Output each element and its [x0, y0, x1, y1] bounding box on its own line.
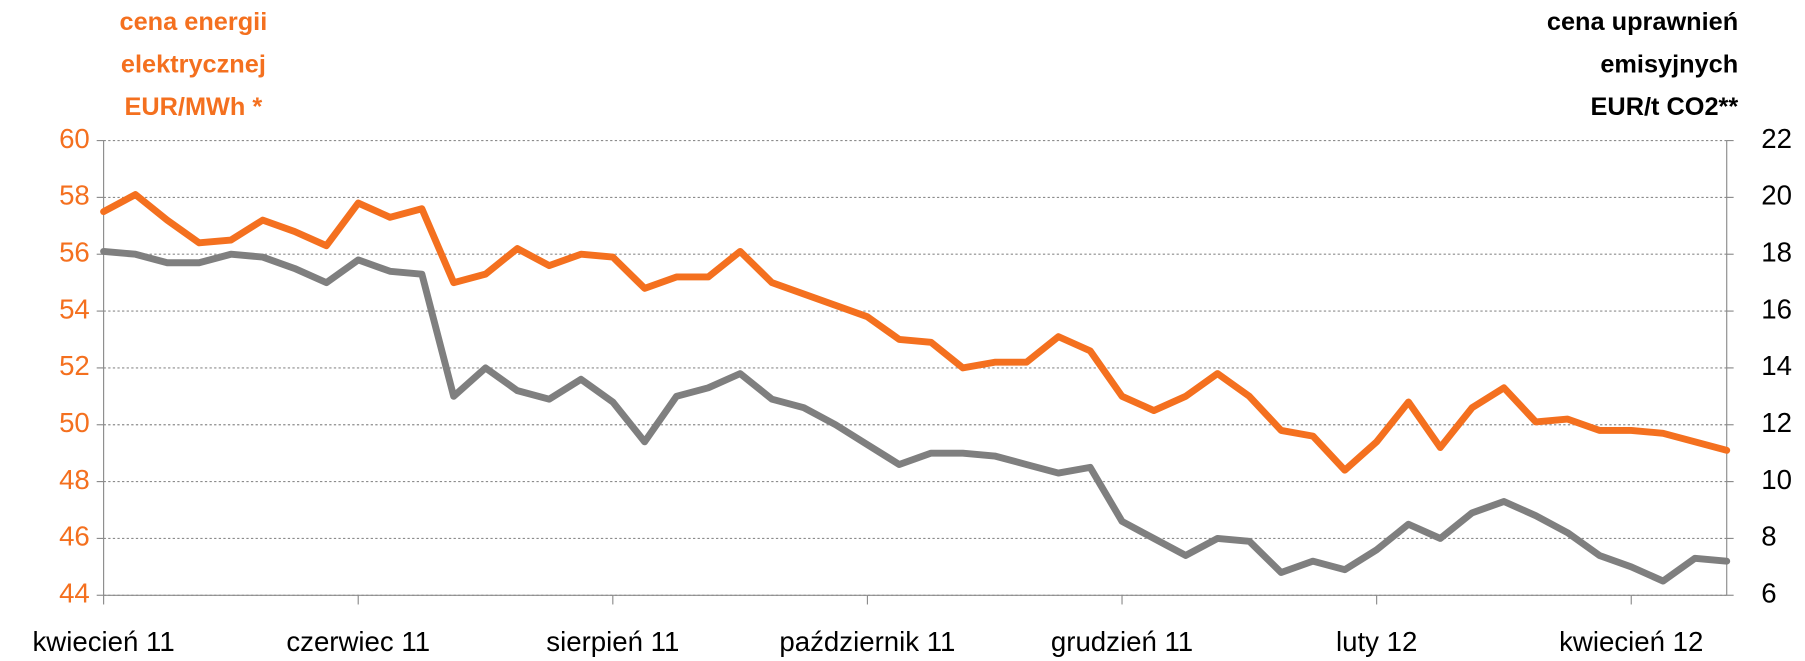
y2-tick-label: 10	[1761, 464, 1792, 495]
y2-tick-label: 12	[1761, 407, 1792, 438]
y-axis-title: EUR/MWh *	[124, 93, 262, 121]
line-series	[100, 191, 1731, 474]
y2-axis-title: emisyjnych	[1600, 50, 1738, 78]
x-tick-label: czerwiec 11	[286, 626, 430, 657]
line-series	[100, 247, 1731, 585]
y-tick-label: 54	[59, 293, 90, 324]
y2-tick-label: 22	[1761, 123, 1792, 154]
y2-tick-label: 20	[1761, 180, 1792, 211]
x-tick-label: grudzień 11	[1051, 626, 1193, 657]
y-tick-label: 60	[59, 123, 90, 154]
y-tick-label: 50	[59, 407, 90, 438]
x-tick-label: październik 11	[779, 626, 955, 657]
y-tick-label: 48	[59, 464, 90, 495]
y2-axis-title: cena uprawnień	[1547, 8, 1738, 36]
y2-tick-label: 6	[1761, 578, 1776, 609]
y-axis-title: elektrycznej	[121, 50, 266, 78]
y-tick-label: 44	[59, 578, 90, 609]
y-axis-title: cena energii	[120, 8, 268, 36]
y-tick-label: 46	[59, 521, 90, 552]
y-tick-label: 56	[59, 237, 90, 268]
x-tick-label: kwiecień 12	[1559, 626, 1703, 657]
x-tick-label: kwiecień 11	[32, 626, 174, 657]
x-tick-label: luty 12	[1336, 626, 1417, 657]
x-tick-label: sierpień 11	[546, 626, 679, 657]
y2-axis-title: EUR/t CO2**	[1591, 93, 1739, 121]
y2-tick-label: 18	[1761, 237, 1792, 268]
y-tick-label: 52	[59, 350, 90, 381]
y-tick-label: 58	[59, 180, 90, 211]
y2-tick-label: 14	[1761, 350, 1792, 381]
y2-tick-label: 8	[1761, 521, 1776, 552]
y2-tick-label: 16	[1761, 293, 1792, 324]
